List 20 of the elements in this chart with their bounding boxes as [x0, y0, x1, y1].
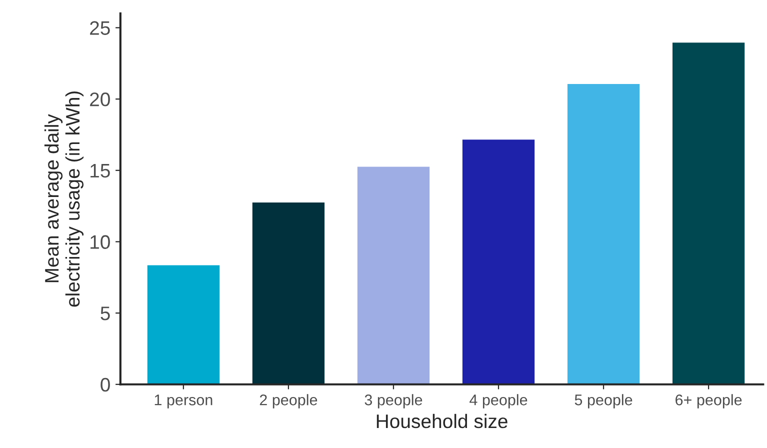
y-tick-label: 5	[100, 306, 110, 320]
bar	[461, 138, 536, 384]
bar	[566, 82, 641, 384]
bar	[671, 41, 746, 384]
x-tick-label: 4 people	[470, 394, 528, 408]
x-tick-label: 5 people	[574, 394, 632, 408]
y-tick-label: 0	[100, 378, 110, 392]
y-tick-label: 20	[90, 92, 110, 106]
y-tick-label: 25	[90, 21, 110, 35]
bar	[146, 264, 221, 384]
y-tick-label: 15	[90, 164, 110, 178]
x-tick-label: 2 people	[260, 394, 318, 408]
x-tick-label: 1 person	[154, 394, 212, 408]
x-axis-title: Household size	[376, 414, 508, 428]
x-tick-label: 6+ people	[676, 394, 742, 408]
y-axis-title: Mean average daily electricity usage (in kWh)	[44, 92, 84, 307]
bar	[251, 201, 326, 384]
y-tick-label: 10	[90, 235, 110, 249]
x-tick-label: 3 people	[364, 394, 422, 408]
bar	[356, 165, 431, 384]
